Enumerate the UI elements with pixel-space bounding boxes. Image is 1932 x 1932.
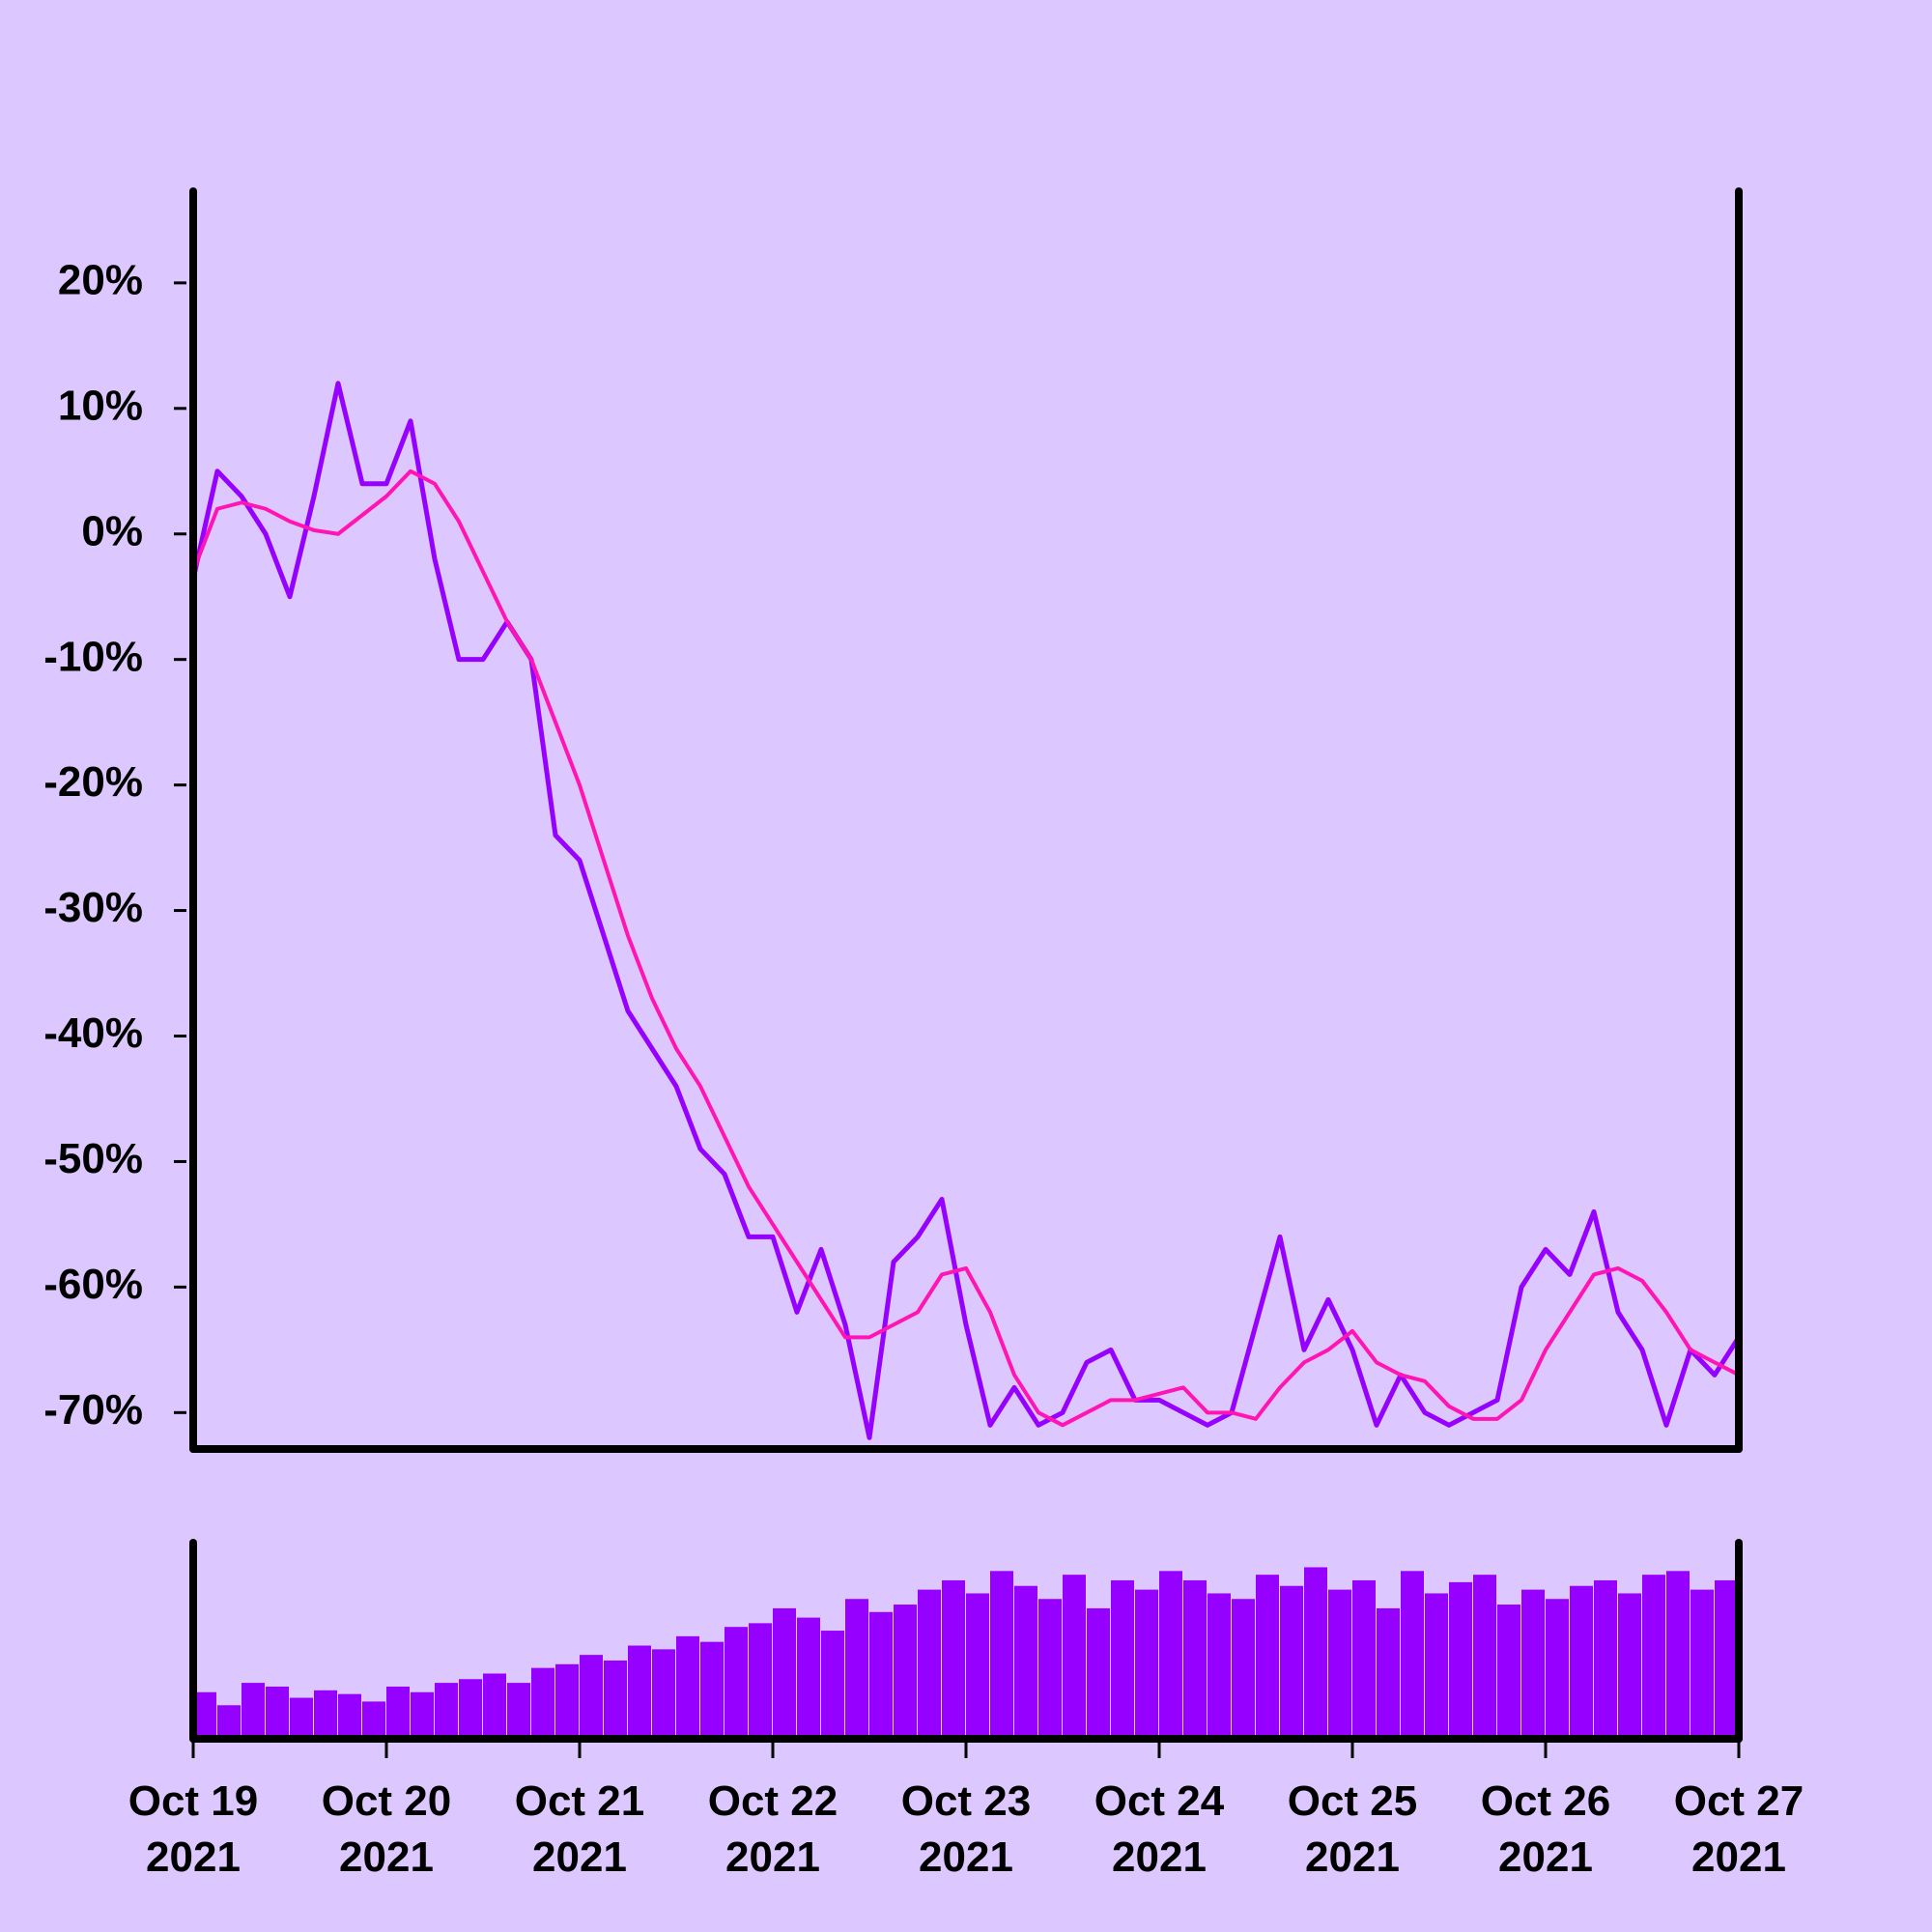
x-tick-label: Oct 23 2021 — [900, 1777, 1032, 1881]
x-tick-label: Oct 22 2021 — [707, 1777, 838, 1881]
volume-bar — [1063, 1575, 1086, 1739]
volume-bar — [242, 1683, 265, 1739]
volume-bar — [1135, 1589, 1158, 1739]
x-tick-label: Oct 25 2021 — [1287, 1777, 1418, 1881]
volume-bar — [1352, 1579, 1376, 1739]
y-tick-label: 20% — [58, 256, 143, 303]
y-tick-label: -70% — [43, 1386, 143, 1434]
x-tick-label: Oct 19 2021 — [128, 1777, 259, 1881]
volume-bar — [749, 1623, 772, 1739]
volume-bar — [483, 1673, 506, 1739]
volume-bar — [1666, 1571, 1690, 1739]
y-tick-label: -40% — [43, 1009, 143, 1057]
volume-bar — [1570, 1585, 1593, 1739]
y-tick-label: -10% — [43, 633, 143, 680]
volume-bar — [362, 1701, 385, 1739]
y-tick-label: 10% — [58, 382, 143, 429]
x-tick-label: Oct 26 2021 — [1480, 1777, 1611, 1881]
volume-bar — [314, 1690, 337, 1739]
y-tick-label: -60% — [43, 1261, 143, 1308]
volume-bar — [990, 1571, 1013, 1739]
volume-bar — [773, 1607, 796, 1739]
x-tick-label: Oct 20 2021 — [321, 1777, 452, 1881]
volume-bar — [1715, 1579, 1738, 1739]
volume-bar — [845, 1599, 868, 1739]
volume-bar — [1642, 1575, 1665, 1739]
volume-bar — [1111, 1579, 1134, 1739]
volume-bar — [1038, 1599, 1062, 1739]
volume-bar — [1594, 1579, 1617, 1739]
volume-bar — [580, 1655, 603, 1739]
x-tick-label: Oct 21 2021 — [514, 1777, 645, 1881]
volume-bar — [1473, 1575, 1496, 1739]
volume-bar — [821, 1631, 844, 1739]
volume-bar — [1232, 1599, 1255, 1739]
volume-bar — [1304, 1567, 1327, 1739]
volume-bar — [797, 1617, 820, 1739]
volume-bar — [555, 1663, 579, 1739]
volume-bar — [217, 1705, 241, 1739]
volume-bar — [894, 1605, 917, 1739]
volume-bar — [1183, 1579, 1207, 1739]
y-tick-label: -50% — [43, 1135, 143, 1182]
volume-bar — [1497, 1605, 1520, 1739]
volume-bar — [1087, 1607, 1110, 1739]
volume-bar — [918, 1589, 941, 1739]
series-line — [190, 381, 1742, 1440]
volume-bar — [1159, 1571, 1182, 1739]
volume-bar — [411, 1691, 434, 1739]
volume-bar — [869, 1611, 893, 1739]
series-line — [191, 469, 1740, 1428]
volume-bar — [338, 1693, 361, 1739]
volume-bar — [435, 1683, 458, 1739]
volume-bar — [1618, 1593, 1641, 1739]
volume-bar — [1546, 1599, 1569, 1739]
volume-bar — [1690, 1589, 1714, 1739]
volume-bar — [1401, 1571, 1424, 1739]
volume-bar — [1377, 1607, 1400, 1739]
volume-bar — [1014, 1585, 1037, 1739]
volume-bar — [507, 1683, 530, 1739]
x-tick-label: Oct 27 2021 — [1673, 1777, 1804, 1881]
volume-bar — [386, 1686, 410, 1739]
volume-bar — [1449, 1581, 1472, 1739]
volume-bar — [290, 1697, 313, 1739]
volume-bar — [942, 1579, 965, 1739]
volume-bar — [531, 1667, 554, 1739]
y-tick-label: -30% — [43, 884, 143, 931]
volume-bar — [1208, 1593, 1231, 1739]
volume-bar — [266, 1686, 289, 1739]
volume-bar — [459, 1679, 482, 1739]
volume-bar — [628, 1645, 651, 1739]
y-tick-label: -20% — [43, 758, 143, 806]
volume-bar — [652, 1649, 675, 1739]
volume-bar — [1280, 1585, 1303, 1739]
volume-bar — [1425, 1593, 1448, 1739]
volume-bar — [1328, 1589, 1351, 1739]
volume-bar — [724, 1627, 748, 1739]
volume-bar — [604, 1660, 627, 1739]
volume-bar — [700, 1641, 724, 1739]
volume-bar — [1256, 1575, 1279, 1739]
y-tick-label: 0% — [81, 507, 143, 554]
volume-bar — [676, 1635, 699, 1739]
volume-bar — [966, 1593, 989, 1739]
x-tick-label: Oct 24 2021 — [1094, 1777, 1225, 1881]
volume-bar — [1521, 1589, 1545, 1739]
